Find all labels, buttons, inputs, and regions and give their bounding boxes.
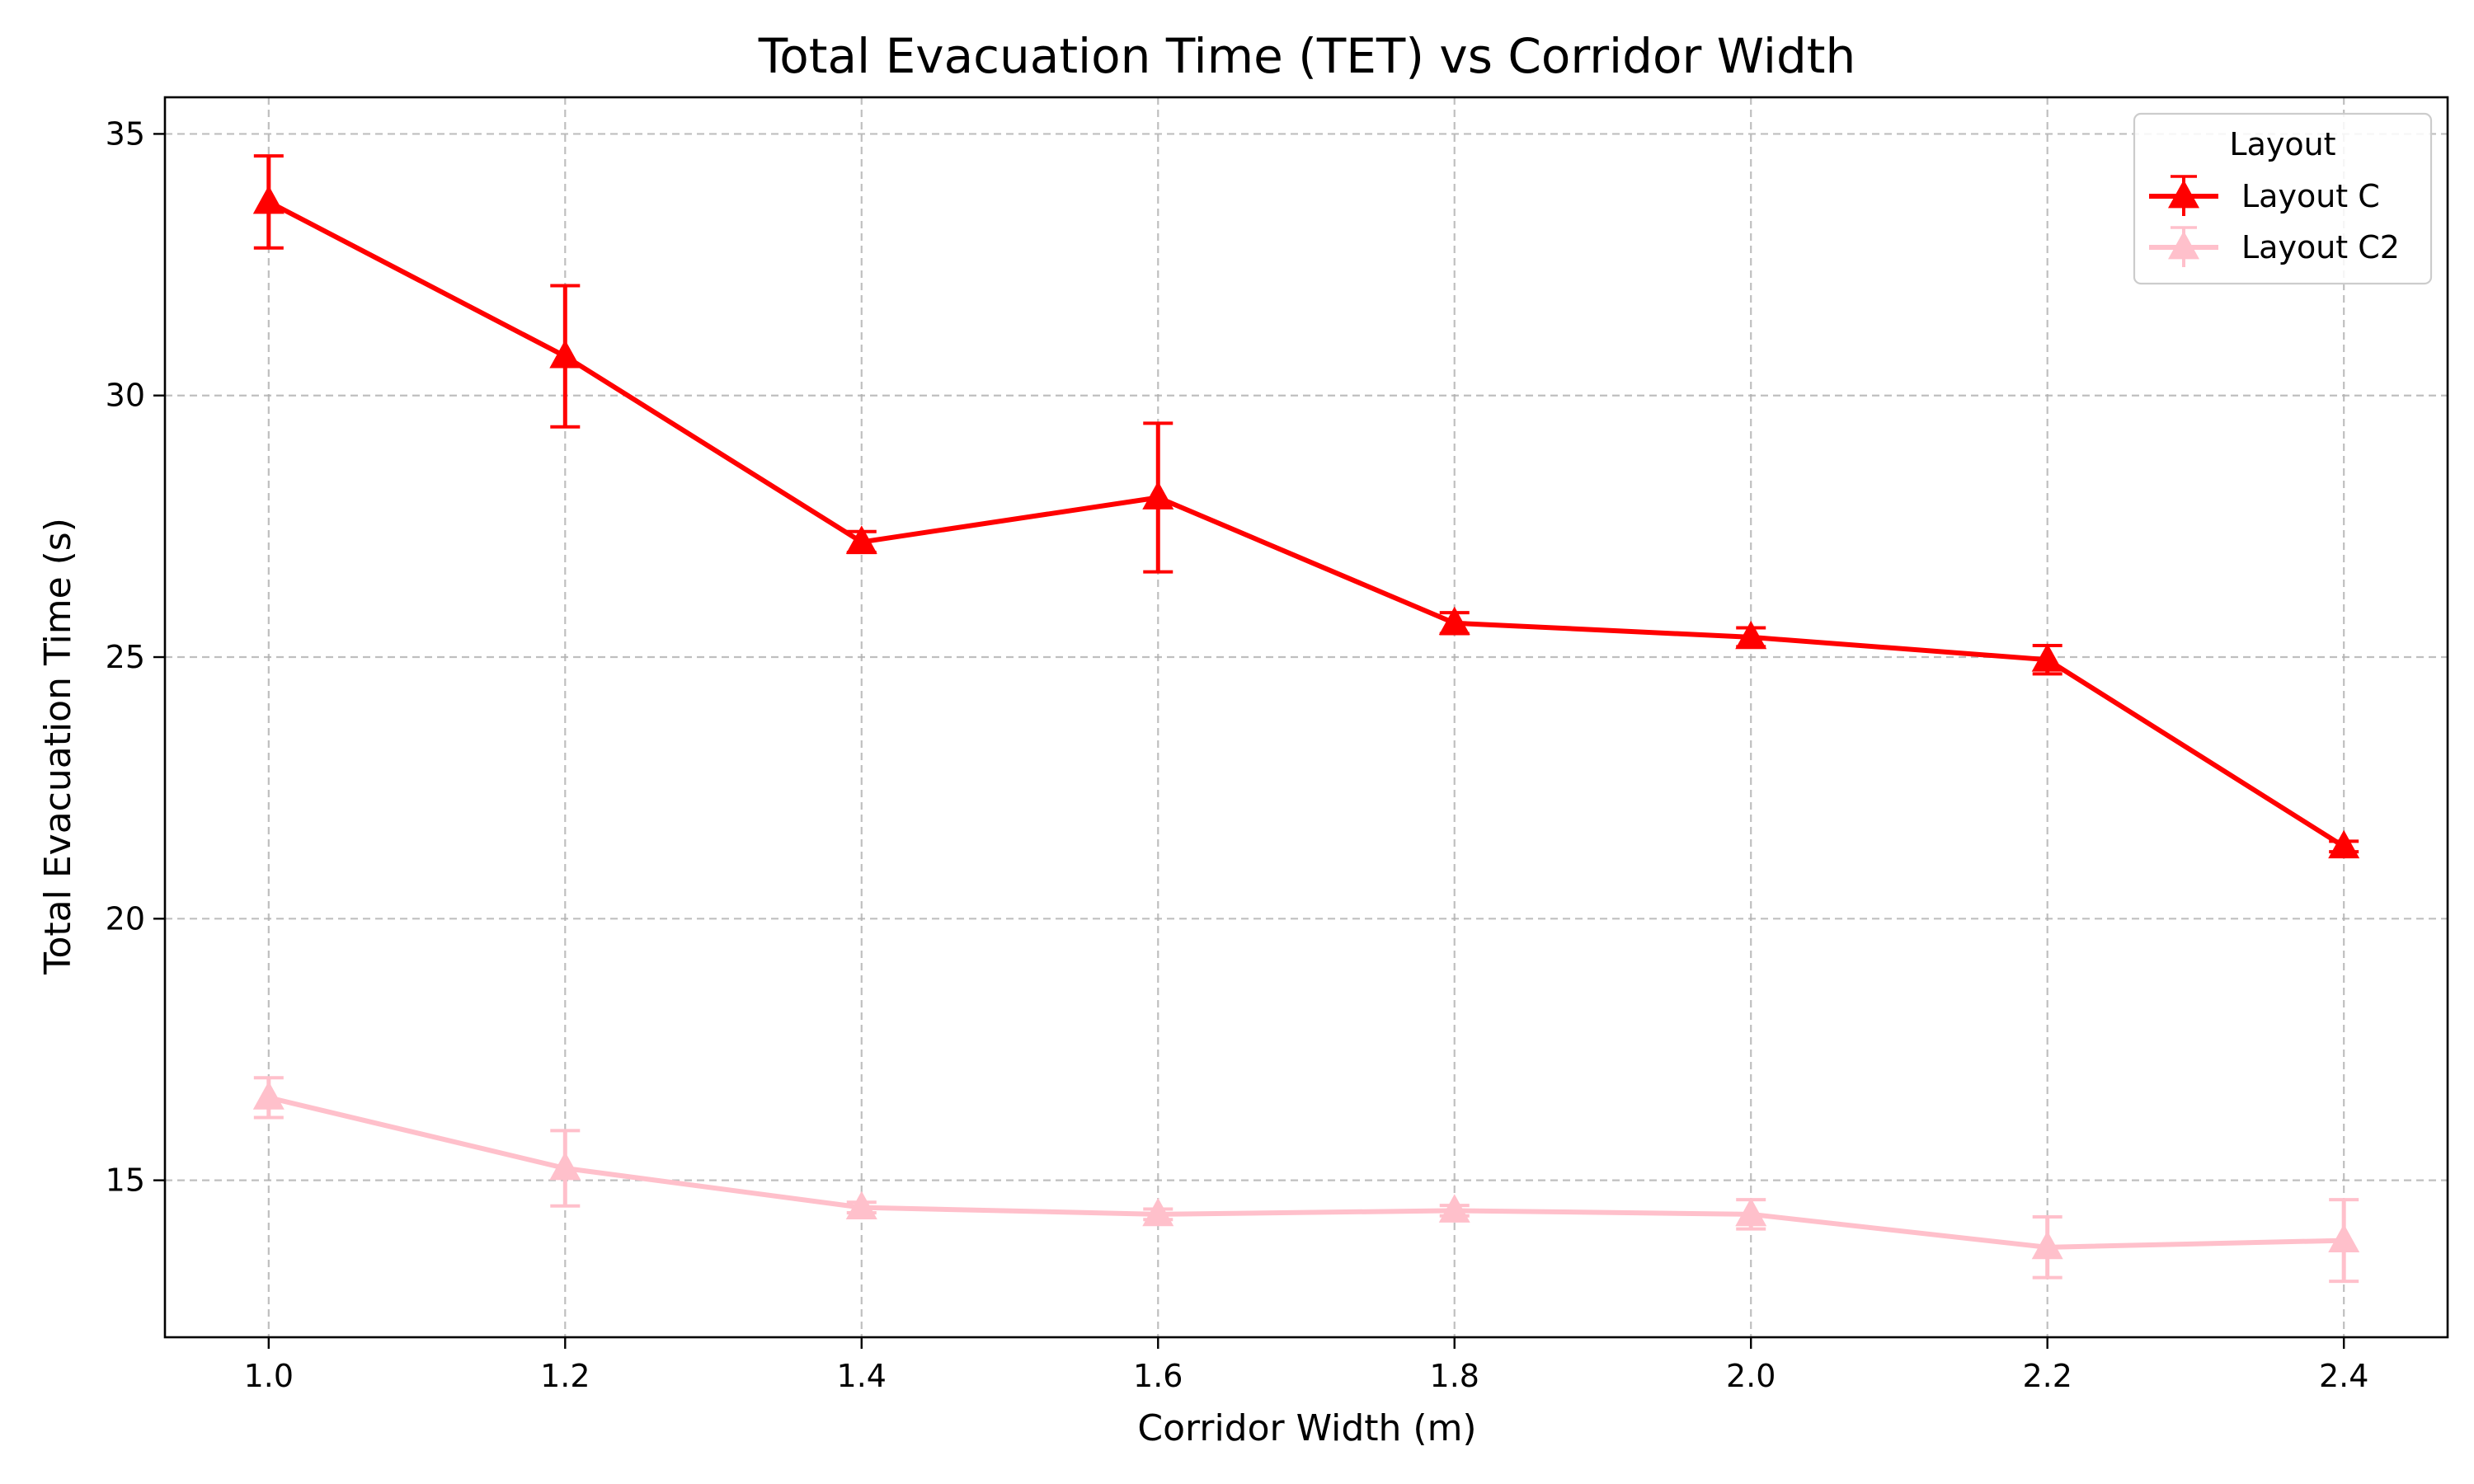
data-point (252, 185, 285, 214)
data-point (549, 340, 581, 369)
legend-title: Layout (2229, 126, 2335, 162)
data-point (1142, 1197, 1174, 1227)
data-point (1438, 606, 1470, 636)
data-point (1438, 1194, 1470, 1223)
legend-marker (2168, 231, 2199, 260)
legend-box (2133, 112, 2433, 285)
y-tick-label: 25 (106, 639, 145, 675)
y-axis-label: Total Evacuation Time (s) (37, 518, 79, 975)
data-point (2328, 829, 2360, 859)
x-tick-label: 1.6 (1133, 1358, 1183, 1394)
chart-title: Total Evacuation Time (TET) vs Corridor … (758, 28, 1856, 84)
grid-layer (165, 97, 2448, 1337)
legend-marker (2168, 180, 2199, 209)
data-point (549, 1152, 581, 1181)
legend-label: Layout C2 (2241, 229, 2400, 265)
x-tick-label: 1.0 (244, 1358, 294, 1394)
x-axis-label: Corridor Width (m) (1137, 1407, 1476, 1449)
x-tick-label: 1.2 (540, 1358, 590, 1394)
y-tick-label: 30 (106, 378, 145, 414)
data-point (1735, 620, 1767, 650)
y-tick-label: 15 (106, 1162, 145, 1199)
data-point (1735, 1197, 1767, 1227)
x-tick-label: 2.4 (2319, 1358, 2368, 1394)
series-layout-c2 (252, 1076, 2360, 1284)
y-tick-label: 35 (106, 115, 145, 152)
x-tick-label: 1.4 (837, 1358, 887, 1394)
x-tick-label: 2.0 (1726, 1358, 1776, 1394)
series-line (267, 200, 2345, 849)
axes-layer: 1.0 1.2 1.4 1.6 1.8 2.0 2.2 2.4 15 20 25 30 35 (106, 96, 2449, 1394)
data-point (1142, 481, 1174, 510)
data-point (2031, 1230, 2063, 1260)
x-tick-label: 1.8 (1430, 1358, 1479, 1394)
data-point (2328, 1223, 2360, 1252)
data-point (2031, 643, 2063, 672)
data-point (845, 525, 877, 554)
series-layer (252, 154, 2360, 1284)
series-layout-c (252, 154, 2360, 859)
series-line (268, 1095, 2345, 1250)
x-tick-label: 2.2 (2022, 1358, 2072, 1394)
y-tick-label: 20 (106, 900, 145, 937)
legend: Layout Layout C Layout C2 (2133, 112, 2433, 285)
data-point (252, 1081, 285, 1110)
data-point (845, 1190, 877, 1220)
legend-label: Layout C (2241, 178, 2380, 214)
plot-frame (163, 96, 2449, 1339)
